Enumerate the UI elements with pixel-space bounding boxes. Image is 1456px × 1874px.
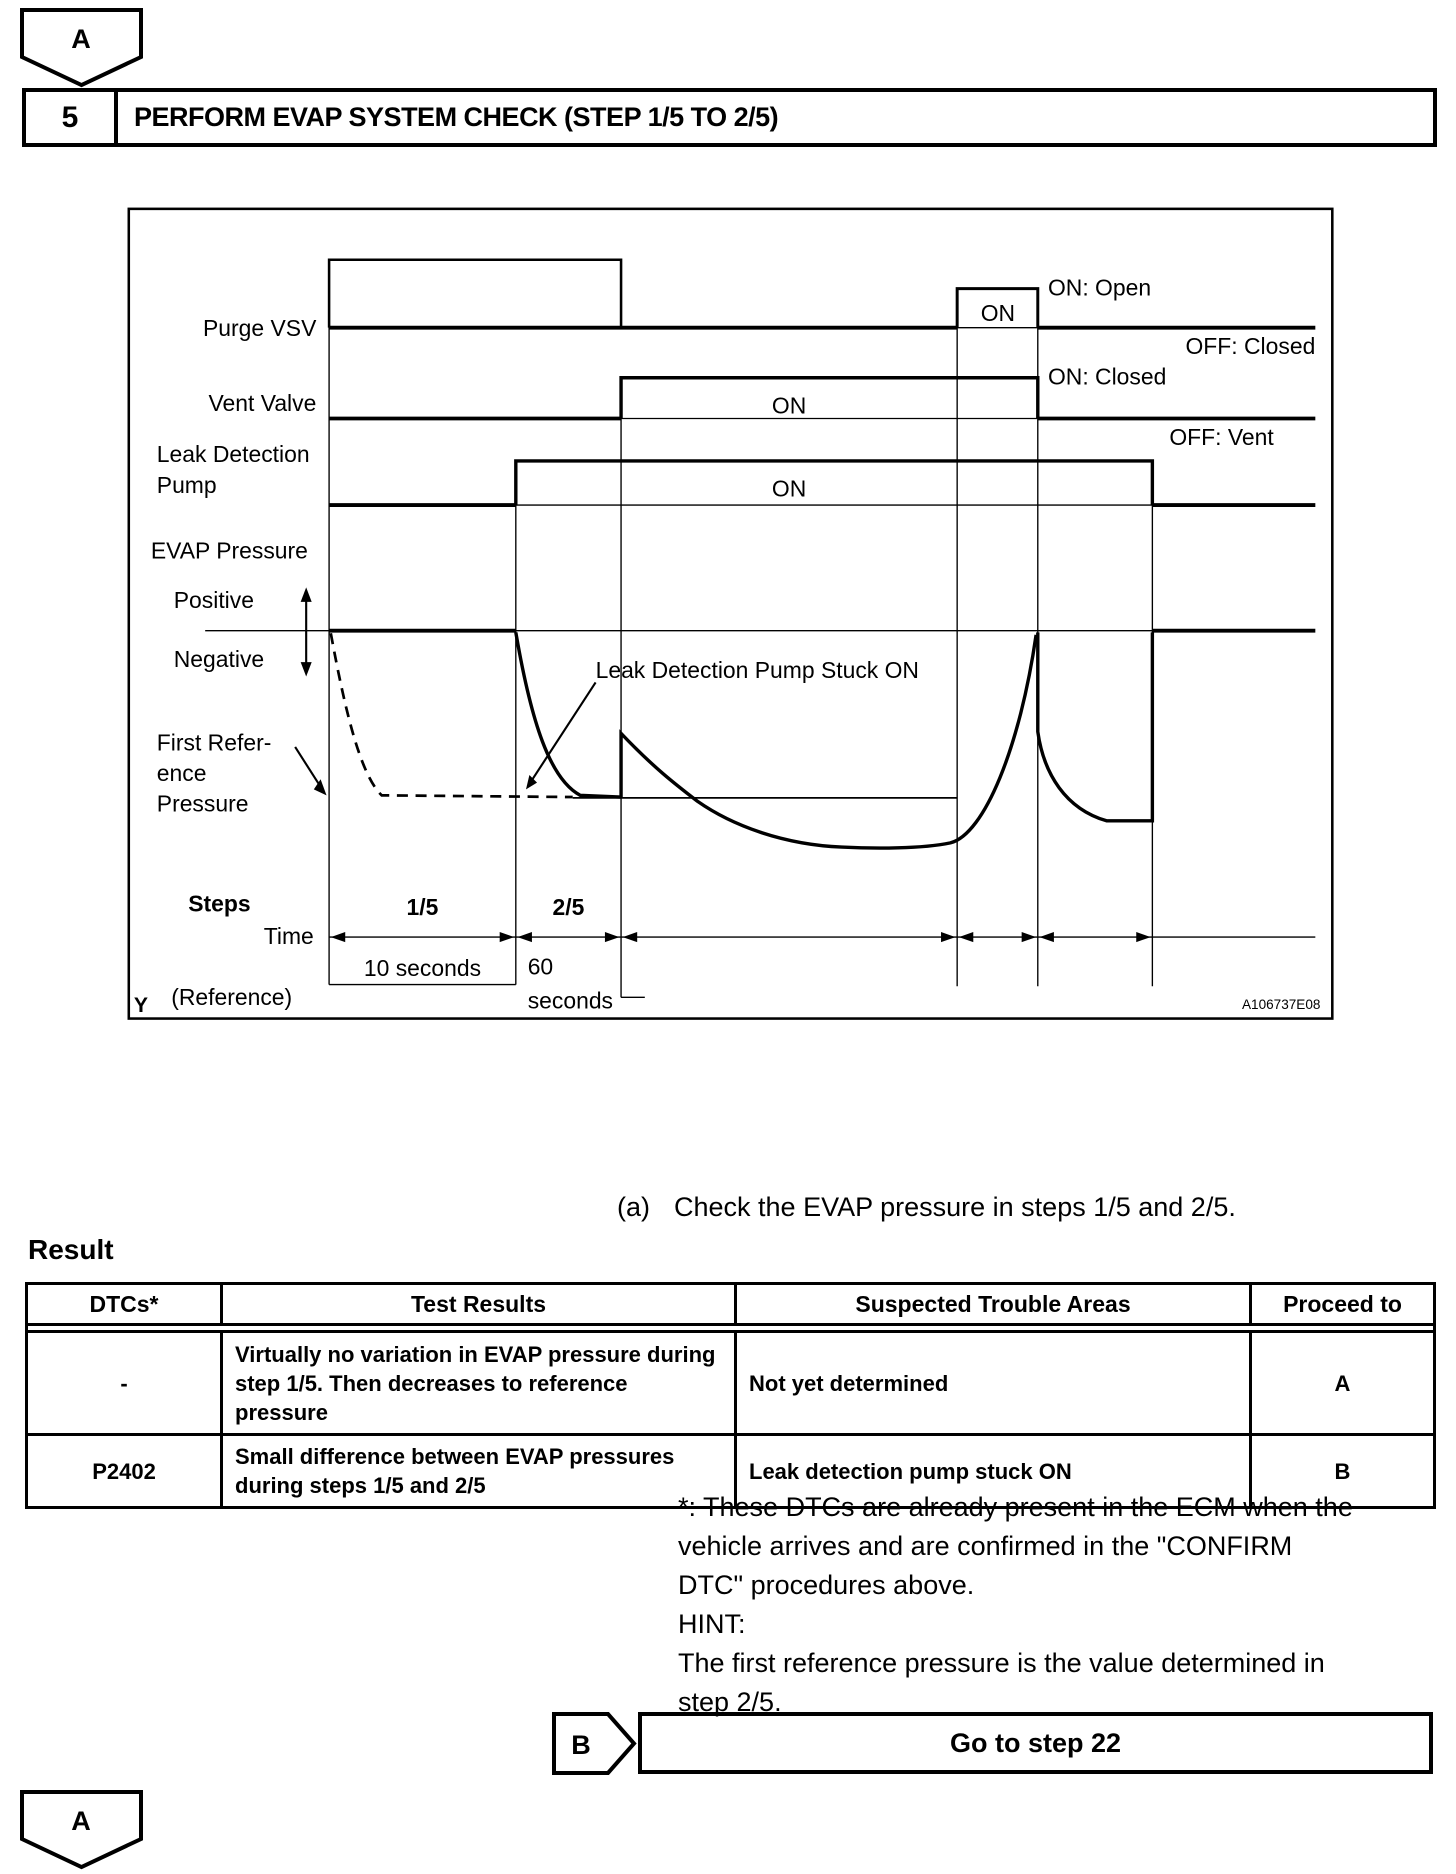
polarity-arrow-icon (300, 587, 312, 677)
negative-label: Negative (174, 646, 264, 672)
table-row: P2402 Small difference between EVAP pres… (28, 1433, 1433, 1506)
header-double-rule (28, 1323, 1433, 1333)
pentagon-right-icon (552, 1712, 637, 1775)
stuck-on-callout-text: Leak Detection Pump Stuck ON (596, 657, 919, 683)
vent-valve-signal (329, 376, 1316, 421)
vent-on-text: ON (772, 392, 806, 418)
result-heading: Result (28, 1234, 114, 1265)
cell-trouble-area: Not yet determined (737, 1333, 1252, 1433)
first-reference-arrow-icon (294, 746, 327, 796)
stuck-on-arrow-icon (526, 681, 597, 790)
cell-test-result: Small difference between EVAP pressures … (223, 1436, 737, 1506)
footnote-text: *: These DTCs are already present in the… (678, 1492, 1353, 1717)
vent-valve-label: Vent Valve (209, 390, 317, 416)
step-title: PERFORM EVAP SYSTEM CHECK (STEP 1/5 TO 2… (134, 102, 779, 132)
vent-on-legend: ON: Closed (1048, 364, 1166, 390)
pentagon-down-icon (20, 8, 143, 88)
step-number: 5 (26, 92, 118, 143)
diagram-border (127, 207, 1334, 1020)
pump-label-line1: Leak Detection (157, 441, 310, 467)
cell-test-result: Virtually no variation in EVAP pressure … (223, 1333, 737, 1433)
evap-pressure-label: EVAP Pressure (151, 538, 308, 564)
purge-vsv-signal (327, 258, 1316, 330)
cell-trouble-area: Leak detection pump stuck ON (737, 1436, 1252, 1506)
cell-proceed-to: A (1334, 1370, 1351, 1396)
table-header-row: DTCs* Test Results Suspected Trouble Are… (28, 1285, 1433, 1323)
stuck-on-dashed-trace (329, 632, 573, 799)
caption-text: Check the EVAP pressure in steps 1/5 and… (674, 1192, 1236, 1222)
first-reference-label-line1: First Refer- (157, 729, 272, 755)
cell-dtc: P2402 (28, 1436, 223, 1506)
purge-pulse-on-text: ON (981, 300, 1015, 326)
result-table: DTCs* Test Results Suspected Trouble Are… (25, 1282, 1436, 1509)
pentagon-down-icon (20, 1790, 143, 1870)
reference-label: (Reference) (171, 984, 292, 1010)
step2-label: 2/5 (553, 894, 585, 920)
evap-pressure-trace (205, 628, 1316, 850)
cell-dtc: - (28, 1333, 223, 1433)
corner-mark: Y (134, 994, 148, 1017)
table-row: - Virtually no variation in EVAP pressur… (28, 1333, 1433, 1433)
time-axis (329, 931, 1316, 943)
column-header-trouble-areas: Suspected Trouble Areas (737, 1285, 1252, 1323)
branch-label: B (571, 1730, 591, 1760)
go-to-step-box: Go to step 22 (638, 1712, 1433, 1774)
duration2-label-line1: 60 (528, 953, 553, 979)
vent-off-legend: OFF: Vent (1169, 424, 1274, 450)
evap-timing-diagram: Purge VSV ON ON: Open OFF: Closed Vent V… (127, 207, 1334, 1020)
purge-vsv-label: Purge VSV (203, 315, 317, 341)
step-header: 5 PERFORM EVAP SYSTEM CHECK (STEP 1/5 TO… (22, 88, 1437, 147)
branch-connector: B (552, 1712, 637, 1775)
step1-label: 1/5 (407, 894, 439, 920)
first-reference-label-line2: ence (157, 760, 207, 786)
connector-top-label: A (71, 24, 91, 54)
connector-bottom-label: A (71, 1806, 91, 1836)
leak-detection-pump-signal (329, 459, 1316, 507)
column-header-proceed-to: Proceed to (1283, 1290, 1402, 1317)
caption-a: (a) Check the EVAP pressure in steps 1/5 … (617, 1192, 1236, 1223)
steps-label: Steps (188, 891, 250, 917)
pump-on-text: ON (772, 476, 806, 502)
positive-label: Positive (174, 587, 254, 613)
duration1-label: 10 seconds (364, 955, 481, 981)
column-header-test-results: Test Results (223, 1285, 737, 1323)
time-gridlines (328, 259, 1154, 999)
duration2-label-line2: seconds (528, 987, 613, 1013)
cell-proceed-to: B (1334, 1458, 1351, 1484)
purge-on-legend: ON: Open (1048, 274, 1151, 300)
figure-code: A106737E08 (1242, 997, 1320, 1012)
purge-off-legend: OFF: Closed (1185, 333, 1315, 359)
first-reference-label-line3: Pressure (157, 790, 249, 816)
time-label: Time (264, 923, 314, 949)
column-header-dtcs: DTCs* (28, 1285, 223, 1323)
pump-label-line2: Pump (157, 472, 217, 498)
flow-connector-bottom: A (20, 1790, 143, 1870)
caption-marker: (a) (617, 1192, 650, 1222)
flow-connector-top: A (20, 8, 143, 88)
